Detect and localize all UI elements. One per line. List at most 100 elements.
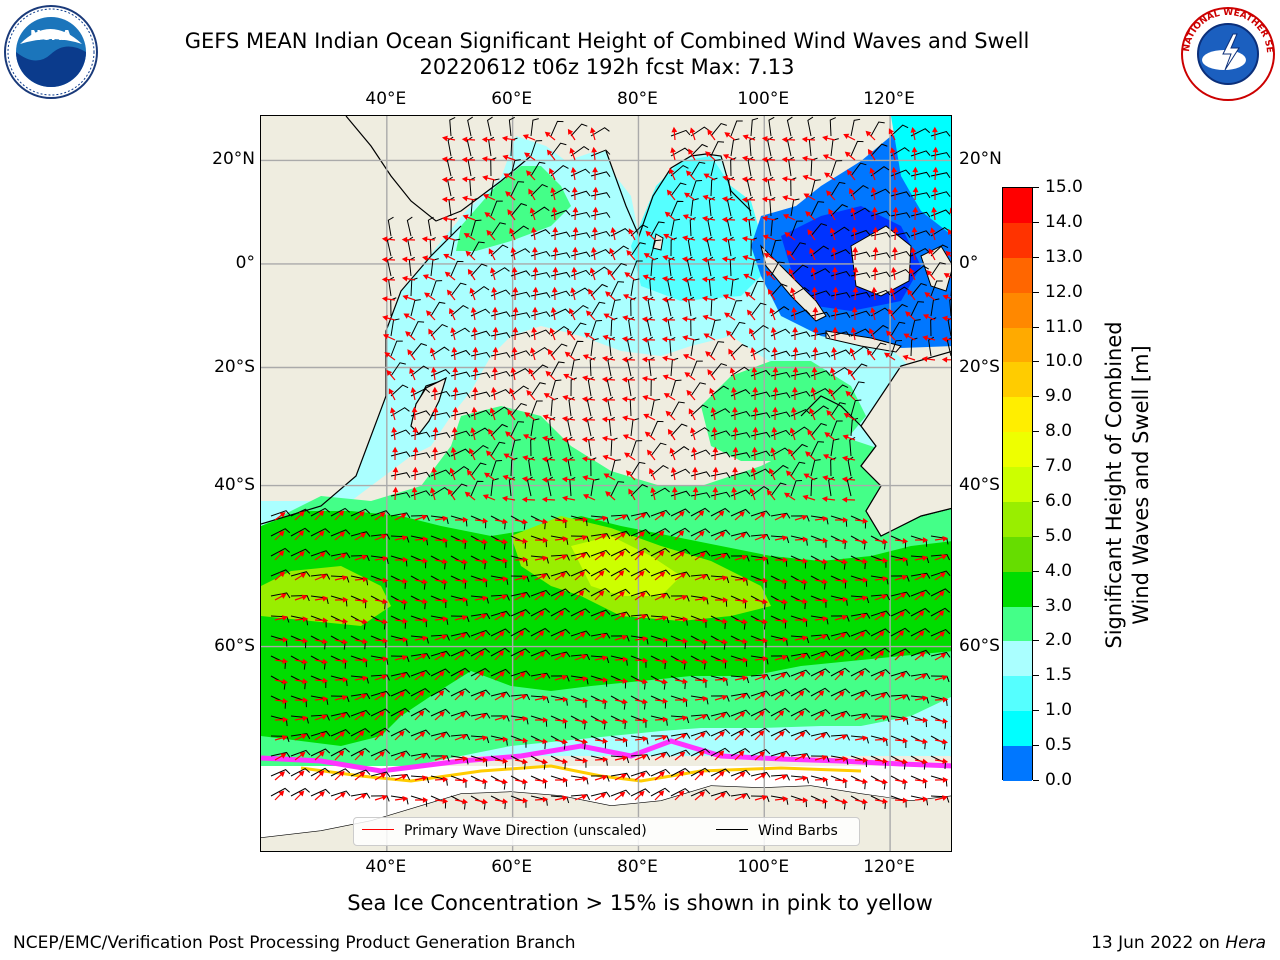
wind-barb xyxy=(830,312,851,319)
wave-arrow xyxy=(883,352,896,361)
wind-barb xyxy=(470,775,486,790)
wave-arrow xyxy=(809,247,816,261)
wind-barb xyxy=(290,733,311,740)
wave-arrow xyxy=(582,375,596,382)
wave-arrow xyxy=(832,286,839,301)
wind-barb xyxy=(630,675,646,690)
wind-barb xyxy=(390,492,411,498)
wave-arrow xyxy=(854,670,865,681)
wave-arrow xyxy=(394,730,405,741)
wind-barb xyxy=(530,608,551,617)
wave-arrow xyxy=(910,247,917,261)
wave-arrow xyxy=(394,795,409,802)
lon-tick-bottom: 100°E xyxy=(737,857,790,877)
wave-arrow xyxy=(665,410,676,421)
wind-barb xyxy=(650,751,671,758)
wave-arrow xyxy=(888,308,896,321)
wind-barb xyxy=(890,250,911,257)
wind-barb xyxy=(810,477,818,497)
wind-barb xyxy=(850,775,866,790)
wind-barb xyxy=(830,795,846,810)
wave-arrow xyxy=(514,630,525,641)
wind-barb xyxy=(470,286,490,297)
wave-arrow xyxy=(914,738,929,745)
wave-arrow xyxy=(844,151,856,161)
wind-barb xyxy=(690,714,711,721)
wind-barb xyxy=(870,166,890,177)
wave-arrow xyxy=(334,731,346,741)
wave-arrow xyxy=(614,773,627,781)
colorbar-tickmark xyxy=(1033,780,1039,781)
wave-arrow xyxy=(294,594,308,601)
wind-barb xyxy=(730,344,748,357)
wave-arrow xyxy=(489,407,496,421)
wind-barb xyxy=(690,550,711,557)
wind-barb xyxy=(750,280,764,297)
wind-barb xyxy=(350,693,371,700)
wave-arrow xyxy=(709,387,716,401)
colorbar-tickmark xyxy=(1033,605,1039,607)
wind-barb xyxy=(510,694,531,701)
wind-barb xyxy=(630,754,651,761)
wind-barb xyxy=(550,361,565,377)
colorbar-tickmark xyxy=(1033,221,1039,223)
wind-barb xyxy=(510,350,531,357)
wind-barb xyxy=(830,204,848,217)
wind-barb xyxy=(770,774,790,781)
wave-arrow xyxy=(521,496,536,503)
wind-barb xyxy=(550,187,570,197)
wave-arrow xyxy=(914,717,929,724)
wave-arrow xyxy=(854,577,869,583)
wind-barb xyxy=(870,252,891,259)
wave-arrow xyxy=(766,489,776,501)
wave-arrow xyxy=(621,396,636,403)
wind-barb xyxy=(430,390,451,397)
wind-barb xyxy=(570,587,590,597)
wave-arrow xyxy=(734,750,745,761)
wave-arrow xyxy=(707,129,716,141)
wave-arrow xyxy=(531,246,538,261)
wave-arrow xyxy=(554,653,567,661)
wind-barb xyxy=(890,670,911,677)
wave-arrow xyxy=(601,435,616,442)
wave-arrow xyxy=(434,776,449,783)
wave-arrow xyxy=(614,737,629,743)
wind-barb xyxy=(690,427,710,437)
wave-arrow xyxy=(814,578,829,585)
wind-barb xyxy=(410,707,431,717)
wind-barb xyxy=(690,360,703,377)
wave-arrow xyxy=(614,791,626,801)
wave-arrow xyxy=(914,537,929,543)
wave-arrow xyxy=(581,396,596,403)
wave-arrow xyxy=(894,574,908,581)
wind-barb xyxy=(510,291,531,298)
wave-arrow xyxy=(854,713,867,721)
wave-arrow xyxy=(894,797,909,804)
wind-barb xyxy=(950,795,951,796)
wind-barb xyxy=(870,775,886,790)
wind-barb xyxy=(710,363,728,377)
wave-arrow xyxy=(814,597,829,604)
wave-arrow xyxy=(731,386,737,401)
wind-barb xyxy=(508,476,515,497)
wave-arrow xyxy=(681,316,696,322)
wind-barb xyxy=(330,790,351,797)
wave-arrow xyxy=(685,170,696,181)
wind-barb xyxy=(850,555,866,570)
wave-arrow xyxy=(688,148,696,161)
wave-arrow xyxy=(534,738,549,745)
wave-arrow xyxy=(914,555,928,562)
wind-barb xyxy=(570,287,590,297)
wave-arrow xyxy=(754,534,768,541)
wind-barb xyxy=(530,649,551,657)
wind-barb xyxy=(710,122,727,137)
wind-barb xyxy=(690,161,706,177)
wind-barb xyxy=(570,251,591,258)
wave-arrow xyxy=(641,295,656,302)
wind-barb xyxy=(870,121,885,137)
wind-barb xyxy=(530,382,546,397)
wave-arrow xyxy=(450,327,456,341)
colorbar-segment xyxy=(1003,676,1032,712)
wind-barb xyxy=(490,535,506,550)
wind-barb xyxy=(710,408,731,417)
